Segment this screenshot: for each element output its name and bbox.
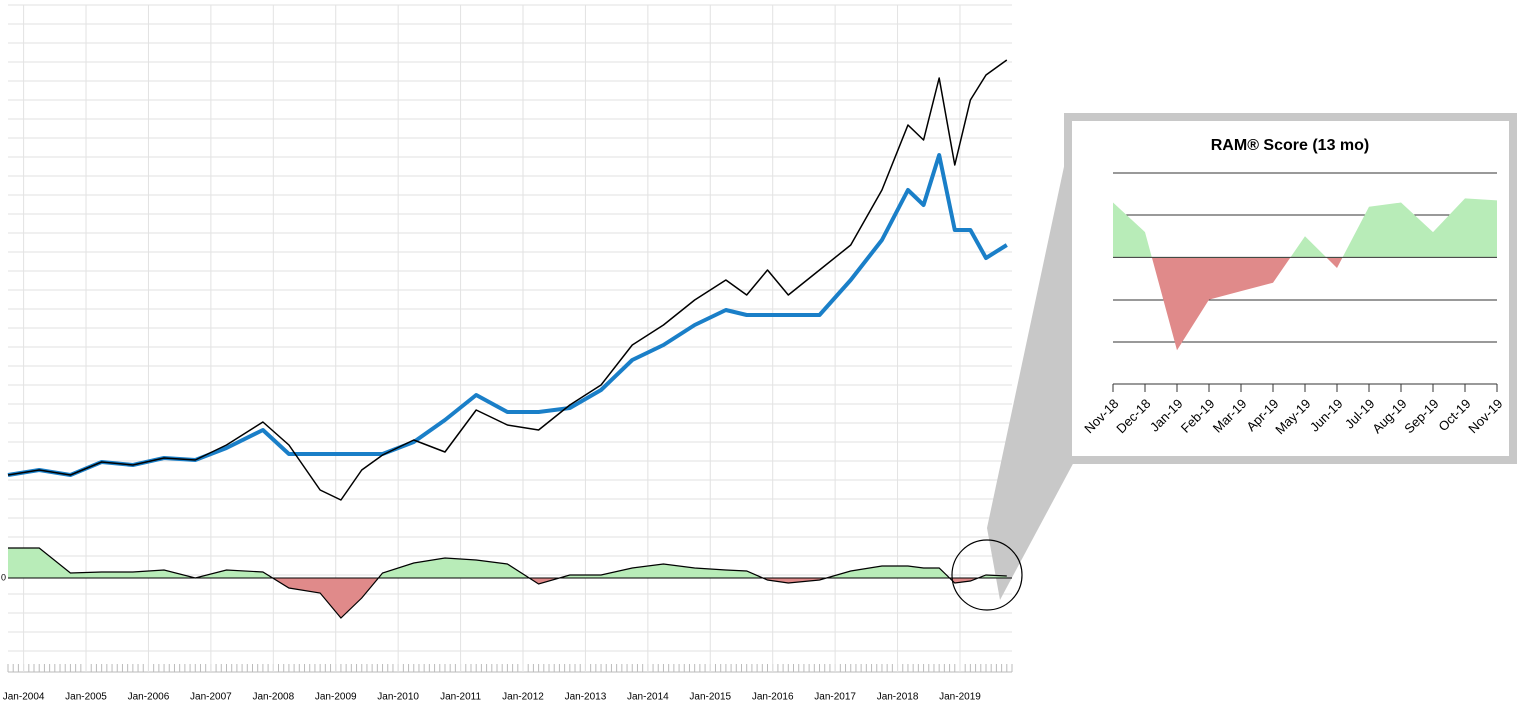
- x-tick-label: Jan-2005: [65, 692, 107, 703]
- inset-panel: [1064, 113, 1517, 464]
- x-tick-label: Jan-2009: [315, 692, 357, 703]
- negative-area: [1152, 258, 1343, 351]
- x-tick-label: Jan-2013: [565, 692, 607, 703]
- inset-title: RAM® Score (13 mo): [1211, 137, 1369, 154]
- x-tick-label: Jan-2014: [627, 692, 669, 703]
- background-grid: [7, 4, 1013, 673]
- x-tick-label: Jan-2007: [190, 692, 232, 703]
- x-tick-label: Jan-2006: [128, 692, 170, 703]
- x-tick-label: Jan-2010: [377, 692, 419, 703]
- y-tick-label: 0: [1, 572, 6, 582]
- positive-area: [8, 548, 1007, 578]
- zoom-circle: [951, 539, 1023, 611]
- positive-area: [1113, 198, 1497, 258]
- x-tick-label: Jan-2018: [877, 692, 919, 703]
- x-tick-label: Jan-2019: [939, 692, 981, 703]
- line-series: [7, 59, 1008, 501]
- negative-area: [8, 578, 1007, 618]
- line-series: [7, 153, 1008, 477]
- zoom-connector: [987, 115, 1075, 600]
- x-tick-label: Jan-2015: [689, 692, 731, 703]
- x-tick-label: Jan-2011: [440, 692, 481, 703]
- x-tick-label: Jan-2008: [252, 692, 294, 703]
- area-outline: [8, 547, 1007, 619]
- x-tick-label: Jan-2004: [3, 692, 45, 703]
- x-tick-label: Jan-2016: [752, 692, 794, 703]
- x-tick-label: Jan-2012: [502, 692, 544, 703]
- x-tick-label: Jan-2017: [814, 692, 856, 703]
